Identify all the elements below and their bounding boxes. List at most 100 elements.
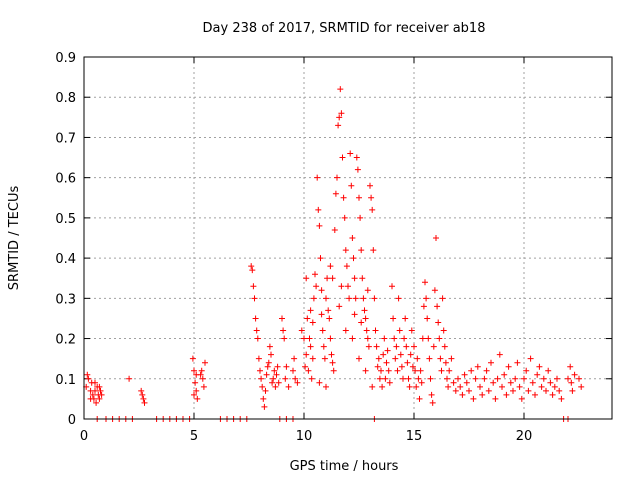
data-point (281, 335, 288, 342)
data-point (470, 395, 477, 402)
data-point (521, 375, 527, 382)
data-point (319, 327, 326, 334)
data-point (191, 391, 197, 398)
data-point (558, 395, 565, 402)
data-point (315, 206, 322, 213)
data-point (85, 375, 92, 382)
data-point (397, 351, 404, 358)
data-point (126, 375, 133, 382)
x-tick-label: 10 (296, 429, 313, 444)
data-point (383, 359, 390, 366)
data-point (440, 327, 447, 334)
data-point (434, 303, 441, 310)
data-point (306, 335, 313, 342)
data-point (536, 363, 543, 370)
data-point (96, 395, 103, 402)
data-point (339, 154, 346, 161)
data-point (438, 367, 445, 374)
data-point (507, 379, 514, 386)
data-point (389, 283, 395, 290)
data-point (313, 283, 320, 290)
data-point (198, 367, 205, 374)
plot-frame (83, 56, 613, 420)
data-point (141, 399, 148, 406)
data-point (442, 359, 449, 366)
data-point (327, 263, 334, 270)
data-point (431, 287, 438, 294)
data-point (303, 351, 310, 358)
data-point (362, 367, 369, 374)
data-point (257, 367, 263, 374)
y-tick-label: 0.9 (55, 51, 76, 66)
data-point (340, 194, 347, 201)
data-point (343, 263, 350, 270)
data-point (361, 307, 368, 314)
data-point (459, 391, 466, 398)
data-point (466, 387, 472, 394)
data-point (359, 275, 366, 282)
data-point (416, 395, 423, 402)
data-point (97, 387, 104, 394)
data-point (317, 255, 324, 262)
data-point (534, 371, 541, 378)
data-point (336, 114, 343, 121)
data-point (326, 315, 333, 322)
data-point (479, 391, 486, 398)
data-point (334, 174, 340, 181)
data-point (481, 375, 488, 382)
data-point (309, 355, 316, 362)
data-point (455, 375, 461, 382)
y-tick-label: 0.1 (55, 373, 76, 388)
data-point (369, 206, 376, 213)
data-point (197, 371, 204, 378)
data-point (360, 295, 367, 302)
data-point (260, 395, 267, 402)
data-point (192, 379, 199, 386)
data-point (543, 387, 549, 394)
data-point (403, 343, 410, 350)
data-point (87, 395, 94, 402)
data-point (84, 371, 91, 378)
data-points (83, 86, 585, 422)
data-point (199, 375, 206, 382)
data-point (352, 295, 359, 302)
data-point (307, 307, 314, 314)
data-point (424, 315, 431, 322)
data-point (501, 371, 508, 378)
data-point (373, 343, 380, 350)
data-point (364, 335, 371, 342)
data-point (477, 383, 483, 390)
data-point (408, 327, 415, 334)
data-point (263, 371, 270, 378)
x-tick-label: 0 (80, 429, 88, 444)
data-point (382, 375, 389, 382)
data-point (417, 367, 424, 374)
data-point (301, 335, 307, 342)
data-point (98, 391, 105, 398)
data-point (262, 387, 269, 394)
data-point (275, 379, 282, 386)
data-point (369, 383, 376, 390)
data-point (331, 226, 338, 233)
data-point (93, 399, 100, 406)
data-point (349, 335, 356, 342)
data-point (349, 235, 356, 241)
data-point (435, 319, 442, 326)
data-point (576, 375, 582, 382)
data-point (368, 194, 375, 201)
data-point (396, 327, 403, 334)
data-point (189, 355, 196, 362)
data-point (439, 295, 446, 302)
data-point (503, 391, 510, 398)
data-point (325, 307, 332, 314)
y-axis-label: SRMTID / TECUs (7, 186, 22, 291)
data-point (448, 355, 455, 362)
grid-lines (84, 57, 612, 419)
data-point (393, 343, 400, 350)
data-point (445, 383, 452, 390)
data-point (407, 351, 414, 358)
data-point (468, 367, 475, 374)
data-point (316, 379, 323, 386)
data-point (338, 283, 345, 290)
data-point (518, 395, 525, 402)
